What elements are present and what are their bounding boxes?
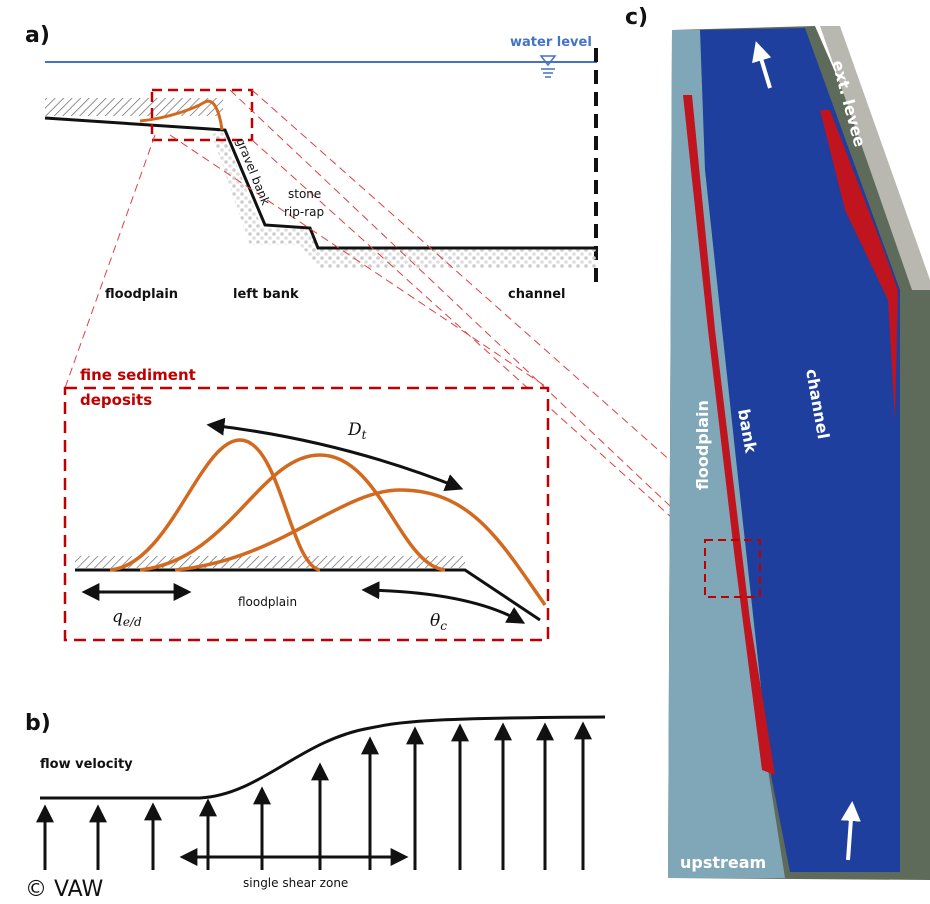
inset-title: fine sediment — [80, 366, 196, 384]
panel-label: c) — [625, 5, 648, 30]
panel-label: a) — [25, 23, 50, 48]
upstream-label: upstream — [680, 853, 766, 872]
flow-velocity-label: flow velocity — [40, 757, 133, 772]
panel-b: b) flow velocity single shear zone © VAW — [25, 711, 605, 902]
water-level-label: water level — [510, 35, 592, 50]
ground-profile — [45, 118, 596, 248]
panel-a: a) water level gravel bank stone rip-rap… — [25, 23, 760, 640]
water-symbol — [541, 56, 555, 77]
zone-label: left bank — [233, 287, 299, 302]
riprap-label: rip-rap — [284, 205, 324, 219]
shear-zone-label: single shear zone — [243, 876, 348, 890]
panel-c: c) ext. levee floodplain bank channel up… — [625, 5, 930, 880]
panel-label: b) — [25, 711, 51, 736]
riprap-label: stone — [288, 187, 321, 201]
zone-label: floodplain — [105, 287, 178, 302]
zone-label: channel — [508, 287, 566, 302]
floodplain-label: floodplain — [693, 400, 712, 490]
inset-title: deposits — [80, 391, 152, 409]
surface-label: floodplain — [238, 595, 297, 609]
figure: a) water level gravel bank stone rip-rap… — [0, 0, 930, 904]
copyright: © VAW — [25, 877, 103, 902]
